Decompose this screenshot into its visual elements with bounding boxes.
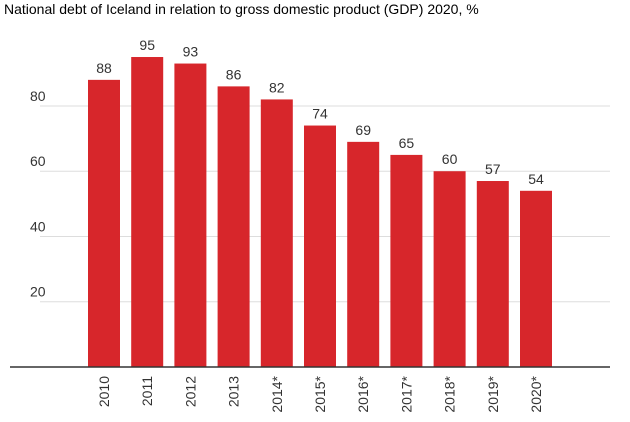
x-tick-label: 2010: [96, 376, 112, 407]
bar-2010: [88, 79, 120, 367]
data-label: 95: [139, 37, 155, 53]
data-label: 65: [399, 135, 415, 151]
data-label: 86: [226, 66, 242, 82]
x-tick-label: 2016*: [355, 375, 371, 412]
y-tick-label: 20: [30, 284, 46, 300]
data-label: 54: [528, 171, 544, 187]
x-tick-label: 2020*: [528, 375, 544, 412]
data-label: 60: [442, 151, 458, 167]
y-tick-label: 80: [30, 88, 46, 104]
x-tick-label: 2018*: [442, 375, 458, 412]
bar-2016*: [347, 141, 380, 367]
x-tick-label: 2012: [182, 376, 198, 407]
x-tick-label: 2019*: [485, 375, 501, 412]
y-tick-label: 40: [30, 218, 46, 234]
data-labels: 88 95 93 86 82 74 69 65 60 57 54: [96, 37, 544, 187]
bar-2017*: [390, 154, 423, 367]
data-label: 74: [312, 106, 328, 122]
y-tick-label: 60: [30, 153, 46, 169]
chart-title: National debt of Iceland in relation to …: [4, 1, 479, 17]
bar-2020*: [520, 190, 552, 367]
x-tick-label: 2014*: [269, 375, 285, 412]
x-axis-ticks: 2010 2011 2012 2013 2014* 2015* 2016* 2017* 2018…: [96, 375, 544, 412]
data-label: 82: [269, 79, 285, 95]
x-tick-label: 2017*: [398, 375, 414, 412]
bar-2011: [131, 57, 164, 367]
bar-2014*: [260, 99, 293, 368]
x-tick-label: 2013: [226, 376, 242, 407]
y-axis-ticks: 20 40 60 80: [30, 88, 46, 300]
bar-2013: [217, 86, 250, 367]
data-label: 57: [485, 161, 501, 177]
bar-2015*: [304, 125, 336, 368]
data-label: 69: [355, 122, 371, 138]
x-tick-label: 2011: [139, 376, 155, 406]
bar-2018*: [433, 171, 466, 367]
data-label: 93: [183, 44, 199, 60]
bars: [88, 57, 552, 368]
bar-2012: [174, 63, 207, 367]
data-label: 88: [96, 60, 112, 76]
bar-2019*: [476, 181, 509, 367]
x-tick-label: 2015*: [312, 375, 328, 412]
